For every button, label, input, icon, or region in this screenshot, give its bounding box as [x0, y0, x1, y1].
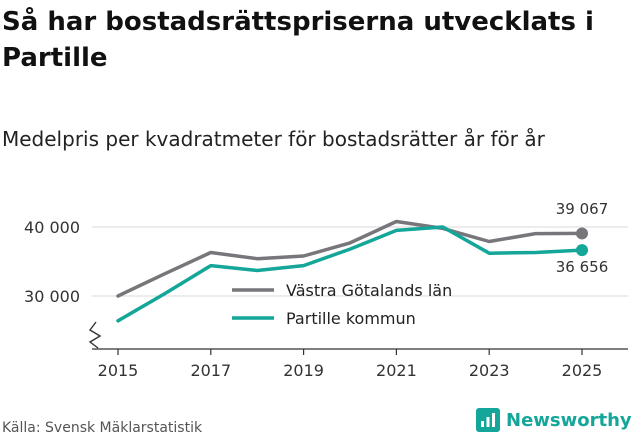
end-labels: 39 067 36 656: [556, 200, 609, 276]
series-end-point: [576, 227, 588, 240]
series-line: [116, 225, 584, 323]
chart-title: Så har bostadsrättspriserna utvecklats i…: [2, 7, 594, 73]
series-lines: [116, 219, 588, 323]
x-tick-label: 2019: [283, 361, 324, 380]
series-line: [116, 219, 584, 298]
axis-break-icon: [88, 321, 102, 349]
legend: Västra Götalands län Partille kommun: [232, 281, 452, 328]
chart-subtitle: Medelpris per kvadratmeter för bostadsrä…: [2, 127, 545, 151]
source-note: Källa: Svensk Mäklarstatistik: [2, 420, 203, 436]
x-tick-label: 2023: [469, 361, 510, 380]
legend-label: Partille kommun: [286, 309, 416, 328]
end-value-label: 36 656: [556, 258, 609, 276]
legend-label: Västra Götalands län: [286, 281, 452, 300]
y-tick-label: 40 000: [24, 218, 80, 237]
end-value-label: 39 067: [556, 200, 609, 218]
newsworthy-logo-icon: [476, 408, 500, 432]
y-axis-ticks: 30 000 40 000: [24, 218, 80, 306]
x-tick-label: 2025: [562, 361, 603, 380]
x-axis: 2015 2017 2019 2021 2023 2025: [88, 321, 628, 380]
series-end-point: [576, 244, 588, 257]
x-tick-label: 2021: [376, 361, 417, 380]
x-tick-label: 2017: [190, 361, 231, 380]
gridlines: [92, 226, 628, 297]
brand-name: Newsworthy: [506, 409, 631, 431]
x-tick-label: 2015: [98, 361, 139, 380]
y-tick-label: 30 000: [24, 287, 80, 306]
newsworthy-logo: Newsworthy: [476, 408, 631, 432]
line-chart: 30 000 40 000 2015 2017 2019 2021 2023 2025 39…: [24, 200, 628, 380]
